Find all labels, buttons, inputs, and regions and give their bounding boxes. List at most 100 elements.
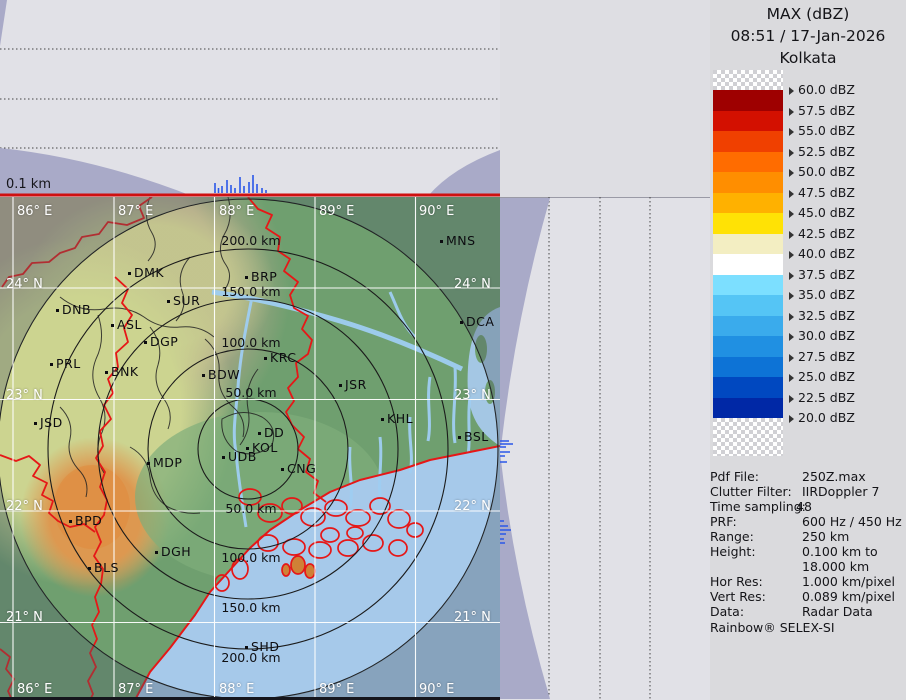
city-label: MDP bbox=[153, 455, 182, 470]
city-dot bbox=[69, 520, 72, 523]
lat-label: 23° N bbox=[454, 388, 491, 403]
scale-tick: 50.0 dBZ bbox=[789, 164, 855, 180]
legend-panel: MAX (dBZ) 08:51 / 17-Jan-2026 Kolkata 60… bbox=[710, 0, 906, 700]
city-dot bbox=[339, 384, 342, 387]
top-profile-graphic bbox=[0, 0, 500, 197]
color-scale-band bbox=[713, 295, 783, 316]
metadata-row: Vert Res:0.089 km/pixel bbox=[710, 589, 906, 604]
city-dot bbox=[147, 462, 150, 465]
city-dot bbox=[245, 276, 248, 279]
range-ring-label: 200.0 km bbox=[196, 233, 306, 248]
color-scale-band bbox=[713, 398, 783, 419]
lon-label: 86° E bbox=[17, 682, 52, 697]
scale-tick: 20.0 dBZ bbox=[789, 410, 855, 426]
color-scale-band bbox=[713, 131, 783, 152]
city-dot bbox=[245, 646, 248, 649]
scale-tick: 22.5 dBZ bbox=[789, 390, 855, 406]
city-dot bbox=[144, 341, 147, 344]
range-ring-label: 50.0 km bbox=[196, 385, 306, 400]
city-dot bbox=[222, 456, 225, 459]
scale-tick: 42.5 dBZ bbox=[789, 226, 855, 242]
metadata-row: Hor Res:1.000 km/pixel bbox=[710, 574, 906, 589]
city-label: JSD bbox=[40, 415, 63, 430]
city-label: ASL bbox=[117, 317, 142, 332]
side-height-profile-panel bbox=[500, 197, 710, 700]
city-dot bbox=[258, 432, 261, 435]
color-scale-checker-top bbox=[713, 70, 783, 90]
lon-label: 90° E bbox=[419, 682, 454, 697]
city-label: DMK bbox=[134, 265, 164, 280]
city-label: BSL bbox=[464, 429, 489, 444]
city-dot bbox=[460, 321, 463, 324]
legend-station: Kolkata bbox=[710, 49, 906, 67]
lon-label: 88° E bbox=[219, 682, 254, 697]
color-scale-band bbox=[713, 193, 783, 214]
city-dot bbox=[88, 567, 91, 570]
lon-label: 89° E bbox=[319, 204, 354, 219]
city-dot bbox=[440, 240, 443, 243]
lat-label: 21° N bbox=[454, 610, 491, 625]
city-dot bbox=[155, 551, 158, 554]
radar-display: 18.0 km 0.1 km bbox=[0, 0, 906, 700]
city-label: BLS bbox=[94, 560, 119, 575]
metadata-row: Clutter Filter:IIRDoppler 7 bbox=[710, 484, 906, 499]
scale-tick: 27.5 dBZ bbox=[789, 349, 855, 365]
scale-tick: 60.0 dBZ bbox=[789, 82, 855, 98]
lon-label: 87° E bbox=[118, 682, 153, 697]
range-ring-label: 50.0 km bbox=[196, 501, 306, 516]
top-height-profile-panel bbox=[0, 0, 500, 197]
color-scale-band bbox=[713, 254, 783, 275]
color-scale-band bbox=[713, 234, 783, 255]
color-scale-band bbox=[713, 213, 783, 234]
city-label: BPD bbox=[75, 513, 102, 528]
city-label: SHD bbox=[251, 639, 279, 654]
city-dot bbox=[264, 357, 267, 360]
lon-label: 90° E bbox=[419, 204, 454, 219]
city-label: BRP bbox=[251, 269, 277, 284]
city-dot bbox=[50, 363, 53, 366]
color-scale-band bbox=[713, 357, 783, 378]
software-brand: Rainbow® SELEX-SI bbox=[710, 620, 835, 635]
lon-label: 89° E bbox=[319, 682, 354, 697]
color-scale-checker-bottom bbox=[713, 418, 783, 456]
metadata-row: Range:250 km bbox=[710, 529, 906, 544]
city-label: KHL bbox=[387, 411, 413, 426]
radar-map: 86° E 87° E 88° E 89° E 90° E 86° E 87° … bbox=[0, 197, 500, 700]
city-label: DCA bbox=[466, 314, 494, 329]
city-dot bbox=[167, 300, 170, 303]
scale-tick: 32.5 dBZ bbox=[789, 308, 855, 324]
metadata-row: Pdf File:250Z.max bbox=[710, 469, 906, 484]
city-dot bbox=[281, 468, 284, 471]
side-profile-graphic bbox=[500, 197, 710, 700]
color-scale-band bbox=[713, 316, 783, 337]
lat-label: 24° N bbox=[6, 277, 43, 292]
city-dot bbox=[458, 436, 461, 439]
city-label: DGH bbox=[161, 544, 191, 559]
color-scale-band bbox=[713, 90, 783, 111]
legend-timestamp: 08:51 / 17-Jan-2026 bbox=[710, 27, 906, 45]
range-ring-label: 100.0 km bbox=[196, 335, 306, 350]
city-label: BDW bbox=[208, 367, 240, 382]
scale-tick: 57.5 dBZ bbox=[789, 103, 855, 119]
city-dot bbox=[105, 371, 108, 374]
scale-tick: 25.0 dBZ bbox=[789, 369, 855, 385]
city-dot bbox=[34, 422, 37, 425]
lat-label: 22° N bbox=[454, 499, 491, 514]
city-dot bbox=[202, 374, 205, 377]
scale-tick: 47.5 dBZ bbox=[789, 185, 855, 201]
city-label: BNK bbox=[111, 364, 139, 379]
lon-label: 86° E bbox=[17, 204, 52, 219]
color-scale-band bbox=[713, 377, 783, 398]
city-label: PRL bbox=[56, 356, 81, 371]
height-axis-min-label: 0.1 km bbox=[6, 177, 51, 192]
metadata-row: PRF:600 Hz / 450 Hz bbox=[710, 514, 906, 529]
scale-tick: 37.5 dBZ bbox=[789, 267, 855, 283]
range-ring-label: 100.0 km bbox=[196, 550, 306, 565]
metadata-row: Time sampling:48 bbox=[710, 499, 906, 514]
lat-label: 23° N bbox=[6, 388, 43, 403]
range-ring-label: 150.0 km bbox=[196, 600, 306, 615]
lon-label: 87° E bbox=[118, 204, 153, 219]
scale-tick: 55.0 dBZ bbox=[789, 123, 855, 139]
color-scale-band bbox=[713, 152, 783, 173]
city-dot bbox=[56, 309, 59, 312]
